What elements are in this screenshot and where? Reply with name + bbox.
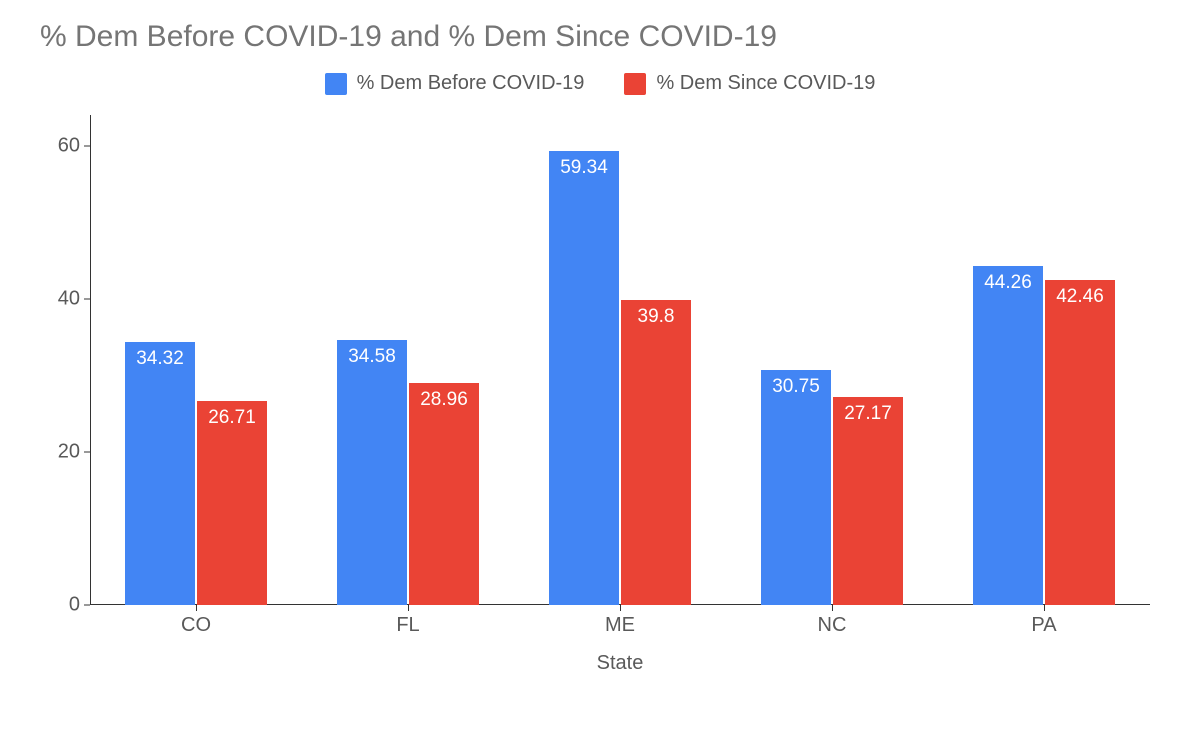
bar-value-label: 34.58 — [348, 346, 396, 368]
legend: % Dem Before COVID-19 % Dem Since COVID-1… — [30, 72, 1170, 95]
x-axis-category-label: NC — [726, 614, 938, 637]
bar-group: 34.58 28.96 — [302, 115, 514, 605]
plot-area: 34.32 26.71 34.58 28.96 59.34 39.8 30.75 27.17 4… — [90, 115, 1150, 605]
y-tick-label: 20 — [58, 440, 80, 463]
bar: 34.32 — [125, 342, 195, 605]
bar: 26.71 — [197, 401, 267, 605]
x-tick-mark — [832, 605, 833, 611]
bar-value-label: 59.34 — [560, 157, 608, 179]
bar: 59.34 — [549, 151, 619, 605]
bar: 39.8 — [621, 300, 691, 605]
x-axis-labels: COFLMENCPA — [90, 614, 1150, 637]
bar: 42.46 — [1045, 280, 1115, 605]
legend-item: % Dem Before COVID-19 — [325, 72, 585, 95]
x-tick-mark — [620, 605, 621, 611]
legend-swatch — [624, 73, 646, 95]
x-axis-category-label: CO — [90, 614, 302, 637]
y-tick-label: 0 — [69, 594, 80, 617]
x-tick-mark — [196, 605, 197, 611]
x-axis-title: State — [90, 652, 1150, 675]
bar-group: 59.34 39.8 — [514, 115, 726, 605]
bar-group: 44.26 42.46 — [938, 115, 1150, 605]
y-tick-mark — [84, 451, 90, 452]
y-tick-mark — [84, 605, 90, 606]
chart-container: % Dem Before COVID-19 and % Dem Since CO… — [0, 0, 1200, 742]
x-tick-mark — [1044, 605, 1045, 611]
y-tick-label: 60 — [58, 134, 80, 157]
legend-label: % Dem Since COVID-19 — [656, 72, 875, 95]
bar-value-label: 28.96 — [420, 389, 468, 411]
bar-value-label: 26.71 — [208, 407, 256, 429]
x-axis-category-label: FL — [302, 614, 514, 637]
bar-group: 34.32 26.71 — [90, 115, 302, 605]
legend-label: % Dem Before COVID-19 — [357, 72, 585, 95]
bar-value-label: 44.26 — [984, 272, 1032, 294]
bar-value-label: 42.46 — [1056, 286, 1104, 308]
plot-wrap: 34.32 26.71 34.58 28.96 59.34 39.8 30.75 27.17 4… — [90, 115, 1150, 675]
bar-value-label: 34.32 — [136, 348, 184, 370]
y-tick-mark — [84, 145, 90, 146]
bar: 34.58 — [337, 340, 407, 605]
bar: 44.26 — [973, 266, 1043, 605]
chart-title: % Dem Before COVID-19 and % Dem Since CO… — [40, 20, 1170, 54]
x-axis-category-label: PA — [938, 614, 1150, 637]
bar: 27.17 — [833, 397, 903, 605]
bar-value-label: 39.8 — [638, 306, 675, 328]
x-axis-category-label: ME — [514, 614, 726, 637]
bar-value-label: 27.17 — [844, 403, 892, 425]
bar: 28.96 — [409, 383, 479, 605]
bar: 30.75 — [761, 370, 831, 605]
y-tick-mark — [84, 298, 90, 299]
y-tick-label: 40 — [58, 287, 80, 310]
legend-swatch — [325, 73, 347, 95]
legend-item: % Dem Since COVID-19 — [624, 72, 875, 95]
x-tick-mark — [408, 605, 409, 611]
bar-value-label: 30.75 — [772, 376, 820, 398]
bar-group: 30.75 27.17 — [726, 115, 938, 605]
bar-groups: 34.32 26.71 34.58 28.96 59.34 39.8 30.75 27.17 4… — [90, 115, 1150, 605]
